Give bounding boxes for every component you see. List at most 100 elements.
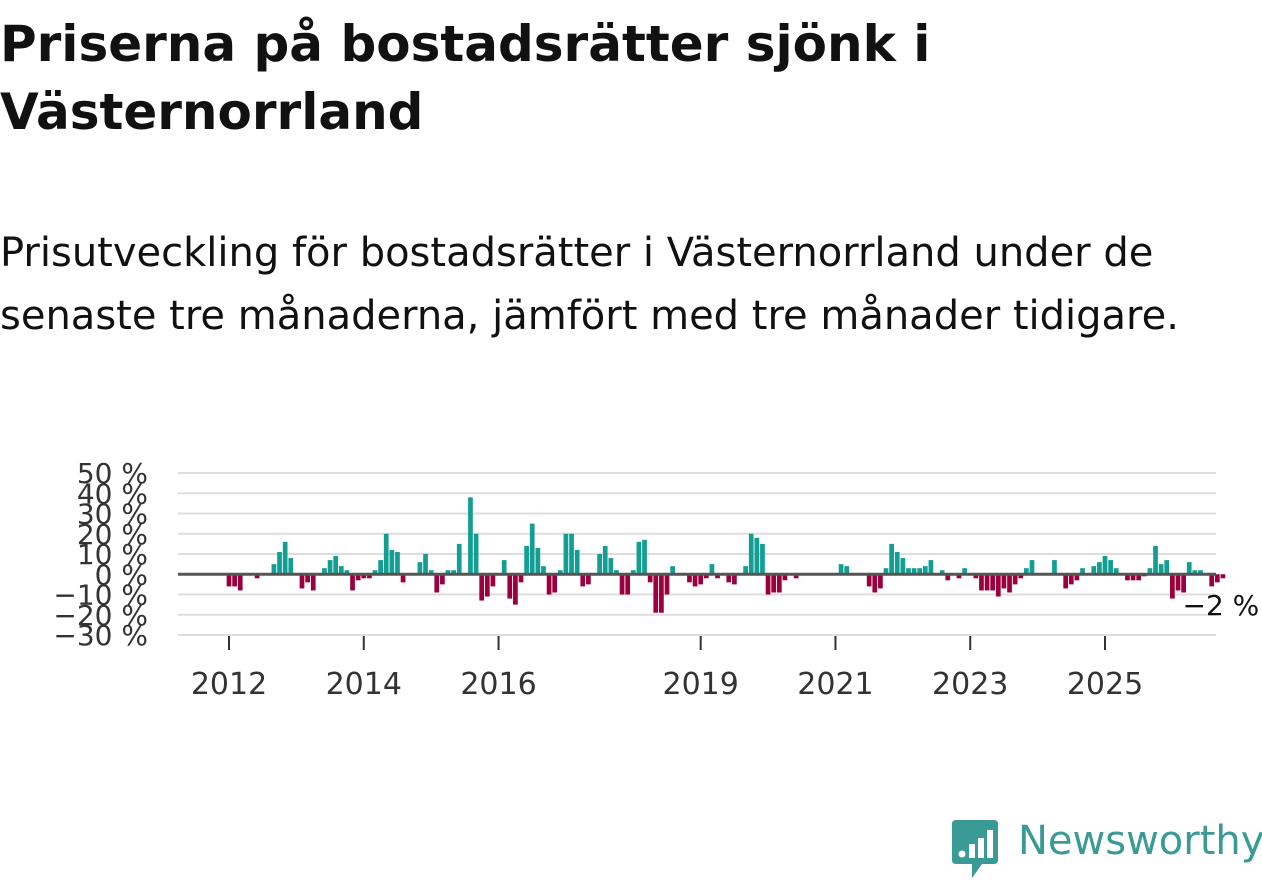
y-tick-label: 50 %: [77, 457, 148, 490]
bar: [518, 574, 524, 583]
bar: [1007, 574, 1012, 593]
bar: [535, 547, 541, 575]
bar: [1052, 560, 1057, 575]
bar: [282, 541, 288, 575]
bar: [659, 574, 664, 613]
bar: [709, 564, 715, 575]
y-tick-label: 40 %: [77, 477, 148, 510]
bar: [608, 558, 614, 575]
bar: [333, 556, 339, 575]
bar: [630, 570, 636, 575]
bar: [1147, 568, 1153, 575]
bar: [1018, 574, 1024, 579]
bar: [979, 574, 984, 591]
bar: [956, 574, 962, 579]
bar: [367, 574, 372, 579]
bar: [327, 560, 333, 575]
bar: [866, 574, 872, 587]
bar: [692, 574, 698, 587]
bar: [557, 570, 563, 575]
bar: [254, 574, 260, 579]
bar: [995, 574, 1001, 597]
bar: [1153, 545, 1158, 575]
x-tick-label: 2016: [460, 667, 536, 700]
bar: [602, 545, 608, 575]
bar: [1198, 570, 1203, 575]
bar: [883, 568, 889, 575]
bar: [1209, 574, 1215, 587]
bar: [732, 574, 737, 585]
bar: [237, 574, 243, 591]
bar: [546, 574, 552, 595]
chart-subtitle: Prisutveckling för bostadsrätter i Väste…: [0, 230, 1179, 339]
bar: [1091, 566, 1097, 575]
bar: [552, 574, 558, 593]
bar: [911, 568, 917, 575]
bar: [1074, 574, 1080, 581]
bar: [748, 533, 754, 575]
bar: [625, 574, 631, 595]
bar: [838, 564, 844, 575]
bar: [917, 568, 923, 575]
x-tick-label: 2019: [663, 667, 739, 700]
bar: [456, 543, 462, 575]
bar: [765, 574, 771, 595]
bar: [338, 566, 344, 575]
bar: [389, 549, 395, 575]
bar: [440, 574, 445, 585]
bar: [776, 574, 782, 593]
bar: [1108, 560, 1113, 575]
bar: [490, 574, 496, 587]
bar: [771, 574, 777, 593]
x-tick-label: 2014: [326, 667, 402, 700]
bar: [383, 533, 389, 575]
bars: [226, 497, 1226, 613]
bar: [1012, 574, 1018, 585]
last-value-label: −2 %: [1183, 589, 1260, 622]
bar: [973, 574, 979, 579]
bar: [900, 558, 906, 575]
bar: [698, 574, 704, 585]
bar: [754, 537, 760, 575]
brand-name: Newsworthy: [1018, 818, 1262, 864]
bar: [305, 574, 310, 583]
bar: [984, 574, 990, 591]
bar: [524, 545, 529, 575]
bar: [636, 541, 642, 575]
bar: [1125, 574, 1130, 581]
bar: [569, 533, 574, 575]
bar: [1214, 574, 1220, 583]
x-tick-label: 2021: [797, 667, 873, 700]
bar: [760, 543, 765, 575]
bar: [580, 574, 586, 587]
y-tick-label: −20 %: [53, 599, 148, 632]
bar: [1192, 570, 1198, 575]
bar: [642, 539, 647, 575]
bar: [1136, 574, 1142, 581]
bar: [793, 574, 799, 579]
bar: [232, 574, 237, 587]
bar: [1175, 574, 1181, 591]
bar: [1181, 574, 1186, 593]
bar: [1001, 574, 1007, 589]
bar: [288, 558, 294, 575]
bar: [647, 574, 653, 583]
bar: [479, 574, 485, 601]
bar: [1170, 574, 1175, 599]
bar: [1186, 562, 1192, 575]
bar: [344, 570, 350, 575]
bar: [653, 574, 659, 613]
bar: [1029, 560, 1035, 575]
bar: [1063, 574, 1069, 589]
bar: [782, 574, 788, 581]
bar: [1158, 564, 1164, 575]
x-axis-ticks: 2012 2014 2016 2019 2021 2023 2025: [191, 636, 1143, 700]
bar: [468, 497, 473, 575]
newsworthy-logo-icon: [952, 820, 998, 878]
bar: [962, 568, 967, 575]
bar: [597, 554, 602, 575]
bar: [906, 568, 911, 575]
y-tick-label: −30 %: [53, 619, 148, 652]
bar: [894, 551, 900, 575]
bar: [715, 574, 720, 579]
